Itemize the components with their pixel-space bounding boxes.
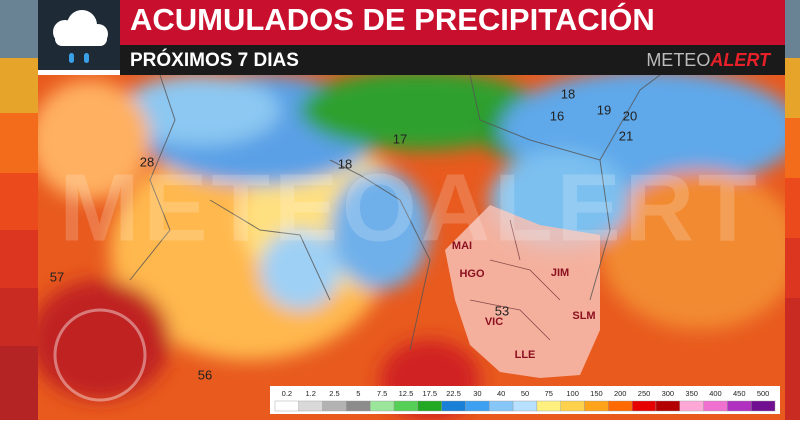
city-label: VIC — [485, 316, 503, 328]
subtitle-bar — [120, 45, 785, 75]
city-label: LLE — [515, 349, 536, 361]
legend-label: 1.2 — [305, 389, 315, 398]
legend-label: 2.5 — [329, 389, 339, 398]
precip-map: METEOALERT 28 18 17 57 56 53 16 18 19 20 21 MAI HGO J… — [38, 75, 785, 420]
legend-swatch — [536, 400, 561, 412]
brand-right: ALERT — [709, 50, 772, 70]
legend-label: 12.5 — [399, 389, 414, 398]
city-label: SLM — [572, 310, 595, 322]
legend-swatch — [655, 400, 680, 412]
legend-swatch — [679, 400, 704, 412]
map-value-label: 53 — [495, 303, 509, 318]
map-value-label: 18 — [338, 156, 352, 171]
legend-label: 0.2 — [282, 389, 292, 398]
legend-label: 75 — [545, 389, 553, 398]
legend-label: 7.5 — [377, 389, 387, 398]
legend-swatch — [750, 400, 776, 412]
legend-label: 30 — [473, 389, 481, 398]
legend-label: 40 — [497, 389, 505, 398]
map-value-label: 17 — [393, 131, 407, 146]
legend-swatch — [703, 400, 728, 412]
state-highlight — [445, 205, 600, 378]
brand-left: METEO — [646, 50, 710, 70]
legend-swatch — [441, 400, 466, 412]
legend-swatch — [512, 400, 538, 412]
map-value-label: 28 — [140, 154, 154, 169]
city-label: MAI — [452, 240, 472, 252]
legend-label: 50 — [521, 389, 529, 398]
legend-swatch — [393, 400, 419, 412]
legend-label: 5 — [356, 389, 360, 398]
legend-label: 400 — [709, 389, 722, 398]
city-label: JIM — [551, 267, 569, 279]
map-value-label: 16 — [550, 108, 564, 123]
legend-swatch — [370, 400, 395, 412]
subtitle: PRÓXIMOS 7 DIAS — [130, 49, 299, 71]
legend-label: 500 — [757, 389, 770, 398]
legend-swatch — [608, 400, 633, 412]
brand: METEOALERT — [646, 50, 772, 70]
title-bar — [120, 0, 785, 45]
legend-label: 450 — [733, 389, 746, 398]
legend-swatch — [584, 400, 609, 412]
map-value-label: 56 — [198, 367, 212, 382]
legend-label: 150 — [590, 389, 603, 398]
legend-swatch — [727, 400, 752, 412]
rain-icon — [53, 10, 108, 63]
legend-swatch — [560, 400, 585, 412]
legend-swatch — [417, 400, 442, 412]
legend-swatch — [489, 400, 514, 412]
legend-swatch — [346, 400, 371, 412]
legend-label: 200 — [614, 389, 627, 398]
legend-label: 17.5 — [422, 389, 437, 398]
legend-label: 350 — [685, 389, 698, 398]
map-value-label: 20 — [623, 108, 637, 123]
legend-swatch — [465, 400, 490, 412]
legend-swatch — [631, 400, 657, 412]
map-value-label: 57 — [50, 269, 64, 284]
watermark: METEOALERT — [59, 154, 760, 261]
map-value-label: 19 — [597, 102, 611, 117]
map-value-label: 21 — [619, 128, 633, 143]
title: ACUMULADOS DE PRECIPITACIÓN — [130, 1, 655, 37]
city-label: HGO — [459, 268, 485, 280]
legend-label: 22.5 — [446, 389, 461, 398]
legend-swatch — [274, 400, 300, 412]
legend-label: 100 — [566, 389, 579, 398]
legend-swatch — [298, 400, 323, 412]
map-value-label: 18 — [561, 86, 575, 101]
legend-label: 250 — [638, 389, 651, 398]
legend-label: 300 — [662, 389, 675, 398]
legend-swatch — [322, 400, 347, 412]
